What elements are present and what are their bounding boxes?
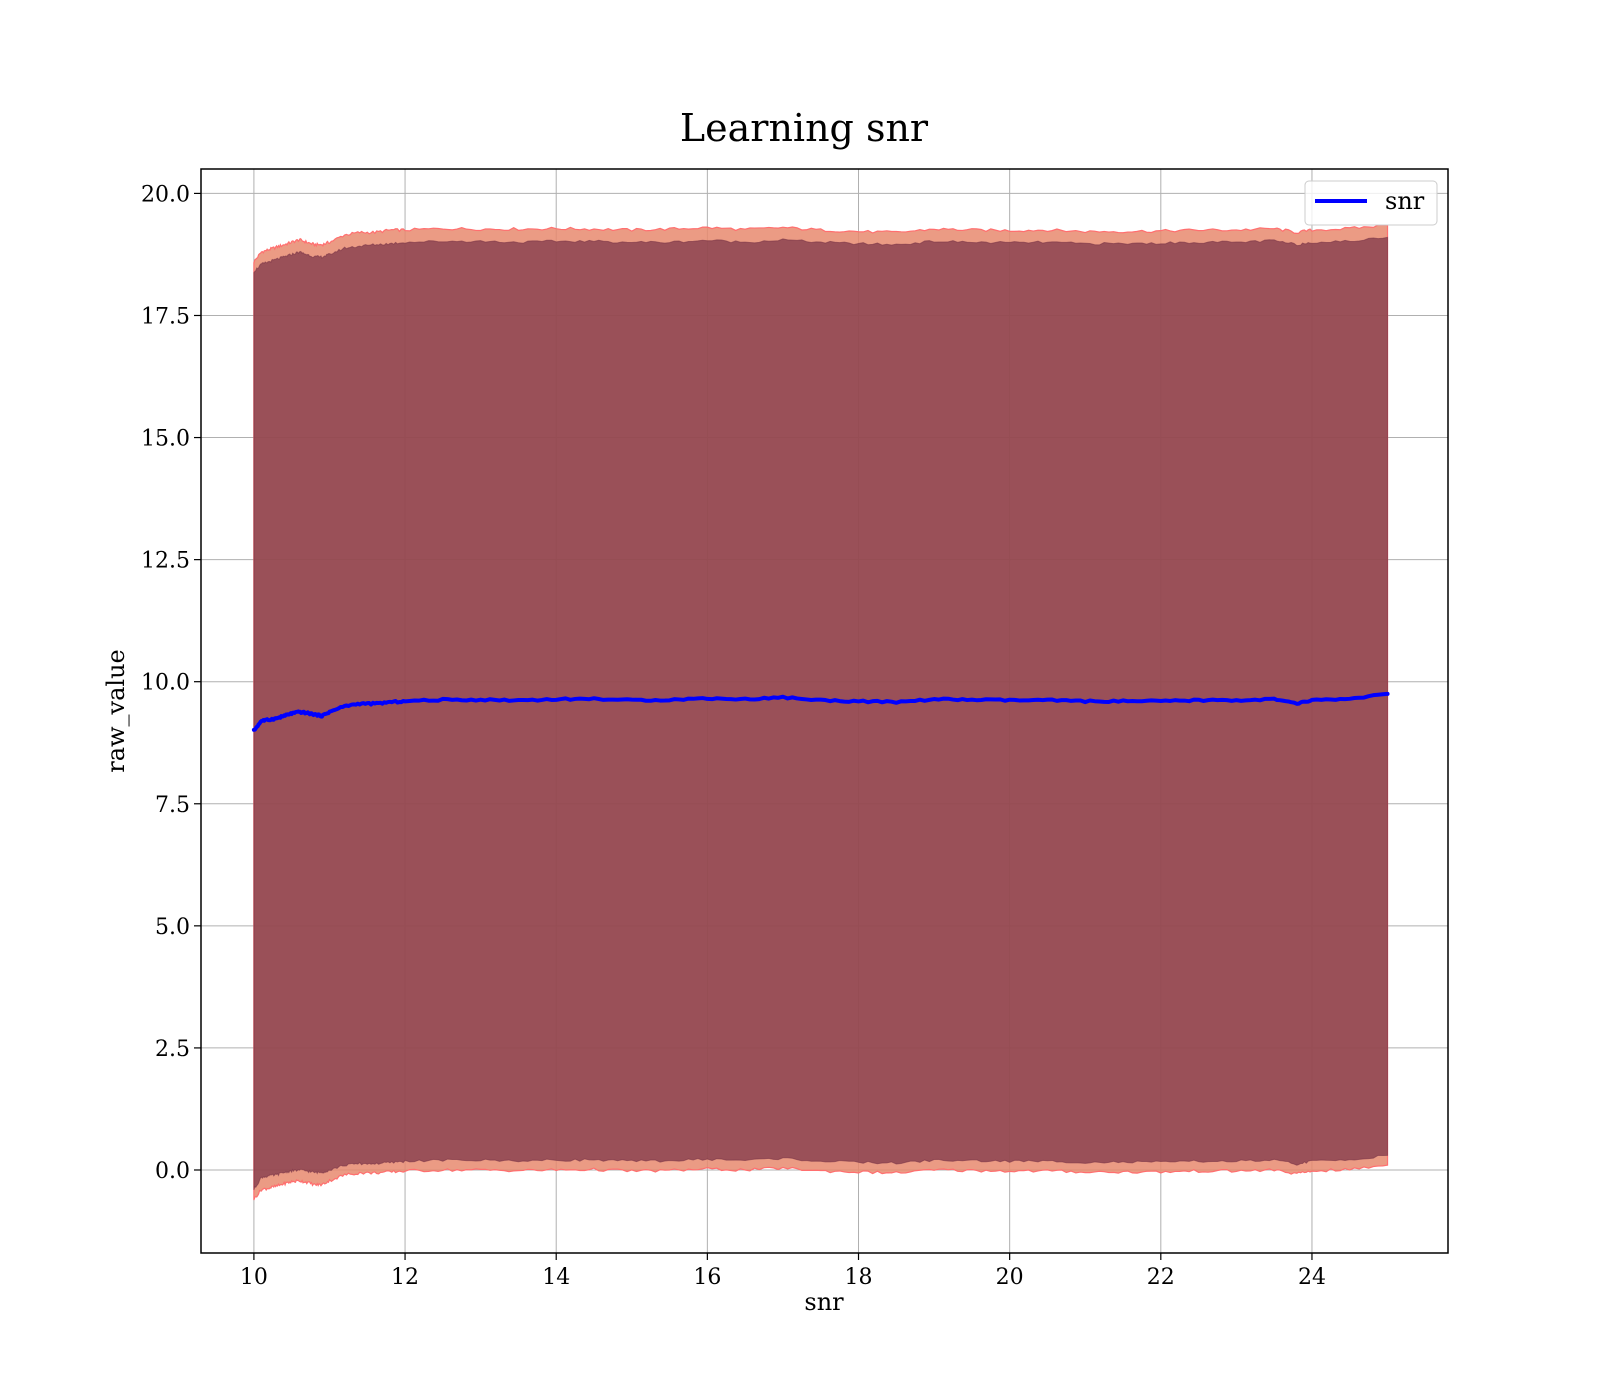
- x-tick-label: 16: [693, 1265, 721, 1290]
- y-tick-label: 12.5: [141, 549, 190, 574]
- y-tick-label: 20.0: [141, 182, 190, 207]
- x-tick-label: 22: [1147, 1265, 1175, 1290]
- y-tick-label: 15.0: [141, 427, 190, 452]
- y-tick-label: 7.5: [155, 793, 190, 818]
- y-tick-label: 2.5: [155, 1037, 190, 1062]
- x-tick-label: 10: [240, 1265, 268, 1290]
- legend: snr: [1304, 180, 1438, 226]
- x-tick-label: 24: [1298, 1265, 1326, 1290]
- x-axis: 10 12 14 16 18 20 22 24: [240, 1253, 1326, 1290]
- y-axis-label: raw_value: [102, 649, 130, 773]
- y-tick-label: 17.5: [141, 304, 190, 329]
- confidence-band-inner: [253, 236, 1389, 1191]
- series-line-snr: [251, 691, 1390, 732]
- x-tick-label: 14: [542, 1265, 570, 1290]
- y-axis: 0.0 2.5 5.0 7.5 10.0 12.5 15.0 17.5 20.0: [141, 182, 201, 1184]
- y-tick-label: 0.0: [155, 1159, 190, 1184]
- x-tick-label: 18: [845, 1265, 873, 1290]
- x-tick-label: 12: [391, 1265, 419, 1290]
- plot-area: [200, 168, 1449, 1254]
- y-tick-label: 10.0: [141, 671, 190, 696]
- legend-box: [1304, 180, 1438, 226]
- x-axis-label: snr: [804, 1288, 844, 1316]
- plot-frame: [200, 168, 1449, 1254]
- x-tick-label: 20: [996, 1265, 1024, 1290]
- chart-title: Learning snr: [680, 106, 929, 150]
- y-tick-label: 5.0: [155, 915, 190, 940]
- legend-label-snr: snr: [1385, 187, 1425, 215]
